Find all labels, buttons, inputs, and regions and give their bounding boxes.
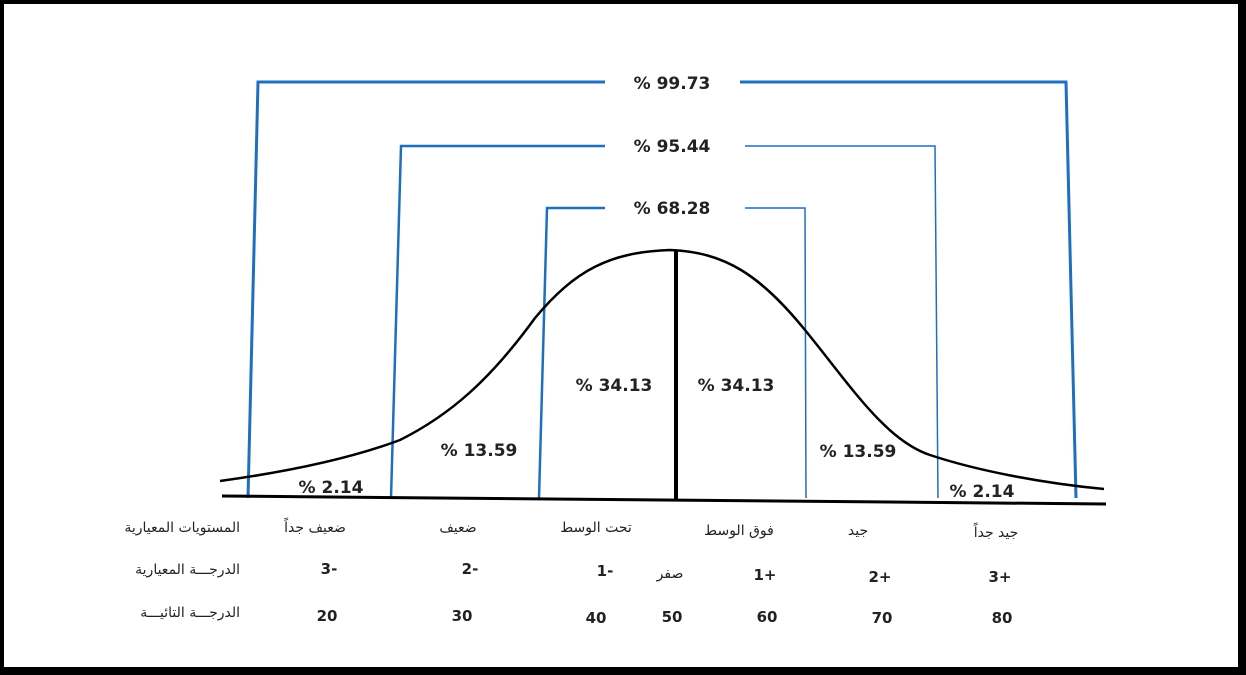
t-score-value: 30 <box>452 607 473 625</box>
level-value: جيد <box>848 523 868 539</box>
bracket-95-44-left <box>389 144 605 499</box>
z-score-value: 2+ <box>868 568 891 586</box>
bracket-99-73: % 99.73 <box>246 74 1078 499</box>
z-score-value: 3+ <box>988 568 1011 586</box>
level-value: تحت الوسط <box>560 520 632 536</box>
baseline-axis <box>221 494 1107 506</box>
z-score-value: 1+ <box>753 566 776 584</box>
row-label-t-scores: الدرجـــة التائيـــة <box>140 605 240 621</box>
bracket-95-44-right <box>745 145 939 499</box>
t-score-row: 20 30 40 50 60 70 80 <box>317 607 1013 627</box>
z-score-row: 3- 2- 1- صفر 1+ 2+ 3+ <box>321 560 1012 586</box>
area-label-mid-left: % 13.59 <box>441 441 518 461</box>
area-label-tail-right: % 2.14 <box>950 482 1015 502</box>
t-score-value: 80 <box>992 609 1013 627</box>
t-score-value: 20 <box>317 607 338 625</box>
area-label-mid-right: % 13.59 <box>820 442 897 462</box>
t-score-value: 50 <box>662 608 683 626</box>
level-value: جيد جداً <box>973 522 1018 541</box>
level-value: فوق الوسط <box>704 523 774 539</box>
area-label-tail-left: % 2.14 <box>299 478 364 498</box>
bracket-99-73-right <box>740 80 1078 499</box>
z-score-value: 2- <box>462 560 479 578</box>
z-score-value: 3- <box>321 560 338 578</box>
level-value: ضعيف جداً <box>284 517 346 536</box>
bracket-99-73-left <box>246 80 605 499</box>
bracket-68-28-right <box>745 207 807 499</box>
bracket-95-44-label: % 95.44 <box>634 137 711 157</box>
area-label-center-right: % 34.13 <box>698 376 775 396</box>
level-value: ضعيف <box>439 520 476 536</box>
bracket-99-73-label: % 99.73 <box>634 74 711 94</box>
t-score-value: 60 <box>757 608 778 626</box>
bell-curve <box>219 248 1105 491</box>
row-label-z-scores: الدرجـــة المعيارية <box>135 562 240 578</box>
row-label-levels: المستويات المعيارية <box>124 520 240 536</box>
bracket-68-28: % 68.28 <box>537 199 807 499</box>
levels-row: ضعيف جداً ضعيف تحت الوسط فوق الوسط جيد ج… <box>284 517 1019 541</box>
bracket-68-28-label: % 68.28 <box>634 199 711 219</box>
t-score-value: 40 <box>586 609 607 627</box>
bracket-95-44: % 95.44 <box>389 137 939 499</box>
t-score-value: 70 <box>872 609 893 627</box>
z-score-value: 1- <box>597 562 614 580</box>
z-score-value: صفر <box>656 566 684 582</box>
area-label-center-left: % 34.13 <box>576 376 653 396</box>
bracket-68-28-left <box>537 206 605 499</box>
